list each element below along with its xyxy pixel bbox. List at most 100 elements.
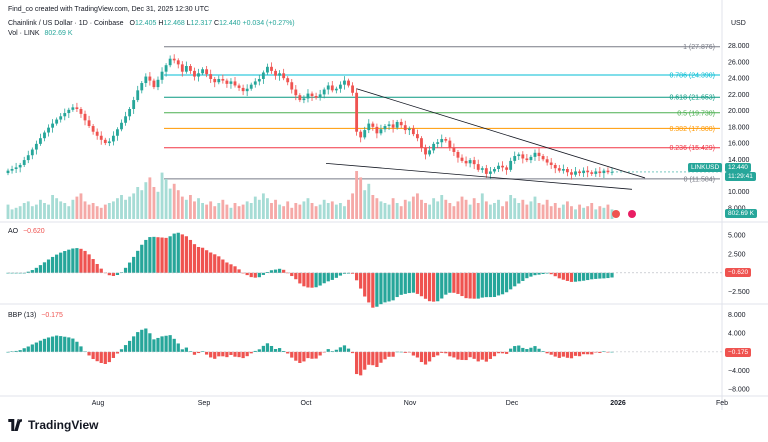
bbp-bar <box>245 351 249 357</box>
candle-body <box>282 73 286 79</box>
candle-body <box>188 66 192 71</box>
candle-body <box>330 85 334 91</box>
bbp-bar <box>557 351 561 358</box>
volume-bar <box>111 201 115 219</box>
tradingview-text: TradingView <box>28 418 99 432</box>
bbp-bar <box>148 333 152 352</box>
ao-bar <box>367 272 371 303</box>
bbp-bar <box>346 348 351 352</box>
candle-body <box>557 168 561 171</box>
ao-bar <box>472 272 476 299</box>
volume-bar <box>103 204 107 219</box>
bbp-bar <box>464 351 468 361</box>
candle-body <box>537 152 541 157</box>
ao-bar <box>10 272 14 274</box>
volume-bar <box>436 201 440 219</box>
grid <box>0 0 768 410</box>
ao-bar <box>310 272 314 288</box>
bbp-bar <box>144 328 148 352</box>
candle-body <box>128 108 132 117</box>
bbp-bar <box>598 351 602 353</box>
ohlc-c: 12.440 <box>219 20 241 27</box>
candle-body <box>367 123 371 131</box>
bbp-bar <box>302 351 306 362</box>
candle-body <box>391 124 395 128</box>
fib-label-0.236: 0.236 (15.429) <box>669 145 715 152</box>
bbp-bar <box>249 351 253 354</box>
candle-body <box>436 142 440 144</box>
candle-body <box>387 124 391 127</box>
candle-body <box>533 152 537 157</box>
ao-bar <box>225 262 229 273</box>
ao-bar <box>184 236 188 273</box>
candle-body <box>310 93 314 97</box>
candle-body <box>87 120 91 127</box>
candle-body <box>286 78 290 83</box>
candle-body <box>75 107 79 109</box>
bbp-bar <box>541 351 545 352</box>
volume-bar <box>452 206 456 219</box>
candle-body <box>464 160 468 164</box>
candle-body <box>448 140 452 148</box>
volume-bar <box>140 190 144 219</box>
volume-bar <box>529 201 533 219</box>
ohlc-c-label: C <box>214 20 220 27</box>
ao-bar <box>314 272 318 288</box>
bbp-bar <box>602 351 606 352</box>
volume-bar <box>513 198 517 219</box>
volume-bar <box>549 206 553 219</box>
volume-bar <box>379 201 383 219</box>
volume-bar <box>95 206 99 219</box>
ao-bar <box>127 262 132 273</box>
bbp-bar <box>525 349 529 352</box>
ao-histogram <box>6 232 722 308</box>
candle-body <box>322 89 326 95</box>
candle-body <box>302 98 306 101</box>
candle-body <box>71 107 75 110</box>
bbp-bar <box>26 346 30 352</box>
volume-bar <box>578 204 581 219</box>
volume-bar <box>371 195 375 219</box>
volume-bar <box>99 207 103 219</box>
ao-bar <box>107 272 111 276</box>
bbp-bar <box>225 351 229 358</box>
price-tick-label: 18.000 <box>728 124 750 131</box>
ao-bar <box>14 272 18 274</box>
volume-bar <box>55 198 59 219</box>
volume-bar <box>132 193 136 219</box>
candle-body <box>484 168 488 174</box>
volume-bar <box>464 199 468 219</box>
candle-body <box>176 60 180 65</box>
ao-bar <box>261 272 266 275</box>
ao-bar <box>383 272 387 303</box>
volume-bar <box>298 204 302 219</box>
ao-bar <box>273 269 278 273</box>
bbp-bar <box>448 351 452 357</box>
ao-label: AO <box>8 228 19 235</box>
candle-body <box>132 100 136 109</box>
bbp-bar <box>30 344 34 352</box>
candle-body <box>233 81 237 86</box>
flag-icon <box>628 210 636 218</box>
ao-bar <box>306 272 310 288</box>
candle-body <box>270 66 273 71</box>
volume-bar <box>501 206 504 219</box>
ao-last: −0.620 <box>23 228 45 235</box>
volume-bar <box>26 201 30 219</box>
ao-bar <box>423 272 428 299</box>
candle-body <box>278 73 282 76</box>
bbp-bar <box>492 351 497 357</box>
bbp-bar <box>160 336 164 352</box>
bbp-bar <box>468 351 472 358</box>
ao-bar <box>577 272 582 282</box>
bbp-bar <box>529 347 533 352</box>
volume-bar <box>205 204 209 219</box>
ao-bar <box>411 272 415 293</box>
price-tick-label: 10.000 <box>728 189 750 196</box>
ao-bar <box>302 272 306 287</box>
candle-body <box>152 80 156 88</box>
candle-body <box>10 169 14 171</box>
ao-bar <box>492 272 497 297</box>
candle-body <box>497 165 500 170</box>
candle-body <box>493 169 496 172</box>
